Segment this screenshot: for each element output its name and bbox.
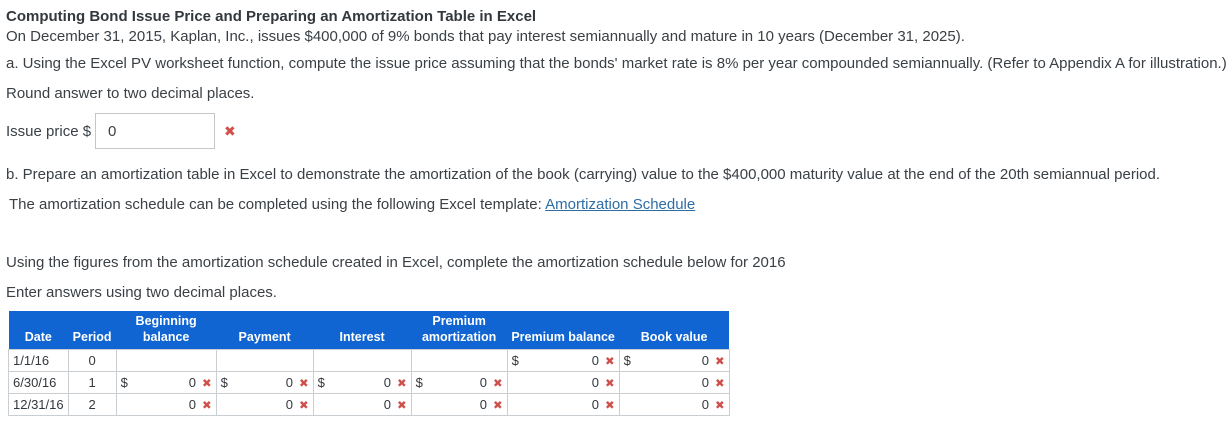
wrong-icon: ✖ [396,377,407,390]
col-header-book-value: Book value [619,311,730,350]
answer-cell-beginning-balance[interactable]: $0 ✖ [115,371,217,394]
issue-price-label: Issue price $ [6,122,92,140]
answer-cell-premium-balance[interactable]: $0 ✖ [506,349,620,372]
answer-cell-book-value[interactable]: 0 ✖ [618,371,730,394]
answer-value: 0 [701,374,709,390]
col-header-period: Period [68,311,117,350]
cell-period: 0 [67,349,117,372]
intro-text: On December 31, 2015, Kaplan, Inc., issu… [6,28,965,45]
instructions-text: Using the figures from the amortization … [6,254,786,271]
wrong-icon: ✖ [714,399,725,412]
dollar-sign: $ [220,374,228,390]
wrong-icon: ✖ [298,399,309,412]
amortization-table: Date Period Beginning balance Payment Intere… [8,311,730,416]
enter-note: Enter answers using two decimal places. [6,284,277,301]
wrong-icon: ✖ [714,355,725,368]
wrong-icon: ✖ [492,399,503,412]
template-note-text: The amortization schedule can be complet… [9,196,542,213]
answer-cell-premium-amortization[interactable]: $0 ✖ [410,371,508,394]
wrong-icon: ✖ [298,377,309,390]
wrong-icon: ✖ [492,377,503,390]
empty-cell-interest [312,349,412,372]
wrong-icon: ✖ [224,123,236,139]
page-title: Computing Bond Issue Price and Preparing… [6,8,537,25]
answer-value: 0 [285,374,293,390]
answer-cell-book-value[interactable]: 0 ✖ [618,393,730,416]
wrong-icon: ✖ [201,399,212,412]
wrong-icon: ✖ [396,399,407,412]
table-row: 6/30/16 1 $0 ✖ $0 ✖ $0 ✖ $0 ✖ 0 ✖ 0 ✖ [8,371,730,394]
cell-period: 1 [67,371,117,394]
col-header-interest: Interest [313,311,412,350]
wrong-icon: ✖ [604,377,615,390]
issue-price-input[interactable] [95,113,216,149]
dollar-sign: $ [120,374,128,390]
answer-cell-beginning-balance[interactable]: 0 ✖ [115,393,217,416]
answer-value: 0 [479,396,487,412]
answer-value: 0 [383,396,391,412]
answer-cell-book-value[interactable]: $0 ✖ [618,349,730,372]
table-header-row: Date Period Beginning balance Payment Intere… [8,311,730,350]
col-header-premium-balance: Premium balance [507,311,620,350]
col-header-date: Date [8,311,69,350]
answer-cell-interest[interactable]: $0 ✖ [312,371,412,394]
answer-value: 0 [383,374,391,390]
answer-cell-interest[interactable]: 0 ✖ [312,393,412,416]
col-header-premium-amortization: Premium amortization [411,311,508,350]
answer-cell-premium-amortization[interactable]: 0 ✖ [410,393,508,416]
answer-value: 0 [188,374,196,390]
answer-value: 0 [591,374,599,390]
answer-value: 0 [479,374,487,390]
answer-value: 0 [188,396,196,412]
exercise-content: Computing Bond Issue Price and Preparing… [6,8,1228,416]
col-header-payment: Payment [216,311,314,350]
answer-cell-payment[interactable]: $0 ✖ [215,371,314,394]
wrong-icon: ✖ [201,377,212,390]
dollar-sign: $ [623,352,631,368]
empty-cell-beginning-balance [115,349,217,372]
amortization-schedule-link[interactable]: Amortization Schedule [545,196,696,213]
cell-period: 2 [67,393,117,416]
answer-cell-payment[interactable]: 0 ✖ [215,393,314,416]
wrong-icon: ✖ [714,377,725,390]
table-row: 12/31/16 2 0 ✖ 0 ✖ 0 ✖ 0 ✖ 0 ✖ 0 ✖ [8,393,730,416]
answer-cell-premium-balance[interactable]: 0 ✖ [506,393,620,416]
dollar-sign: $ [415,374,423,390]
dollar-sign: $ [511,352,519,368]
answer-value: 0 [701,396,709,412]
answer-value: 0 [701,352,709,368]
round-note: Round answer to two decimal places. [6,85,255,102]
col-header-beginning-balance: Beginning balance [116,311,217,350]
part-b-text: b. Prepare an amortization table in Exce… [6,166,1161,183]
answer-cell-premium-balance[interactable]: 0 ✖ [506,371,620,394]
dollar-sign: $ [317,374,325,390]
issue-price-row: Issue price $ ✖ [6,113,1228,149]
answer-value: 0 [591,396,599,412]
part-a-text: a. Using the Excel PV worksheet function… [6,55,1227,72]
empty-cell-payment [215,349,314,372]
wrong-icon: ✖ [604,399,615,412]
template-note: The amortization schedule can be complet… [6,196,1228,213]
table-row: 1/1/16 0 $0 ✖ $0 ✖ [8,349,730,372]
wrong-icon: ✖ [604,355,615,368]
cell-date: 1/1/16 [8,349,69,372]
answer-value: 0 [591,352,599,368]
cell-date: 6/30/16 [8,371,69,394]
empty-cell-premium-amortization [410,349,508,372]
cell-date: 12/31/16 [8,393,69,416]
answer-value: 0 [285,396,293,412]
